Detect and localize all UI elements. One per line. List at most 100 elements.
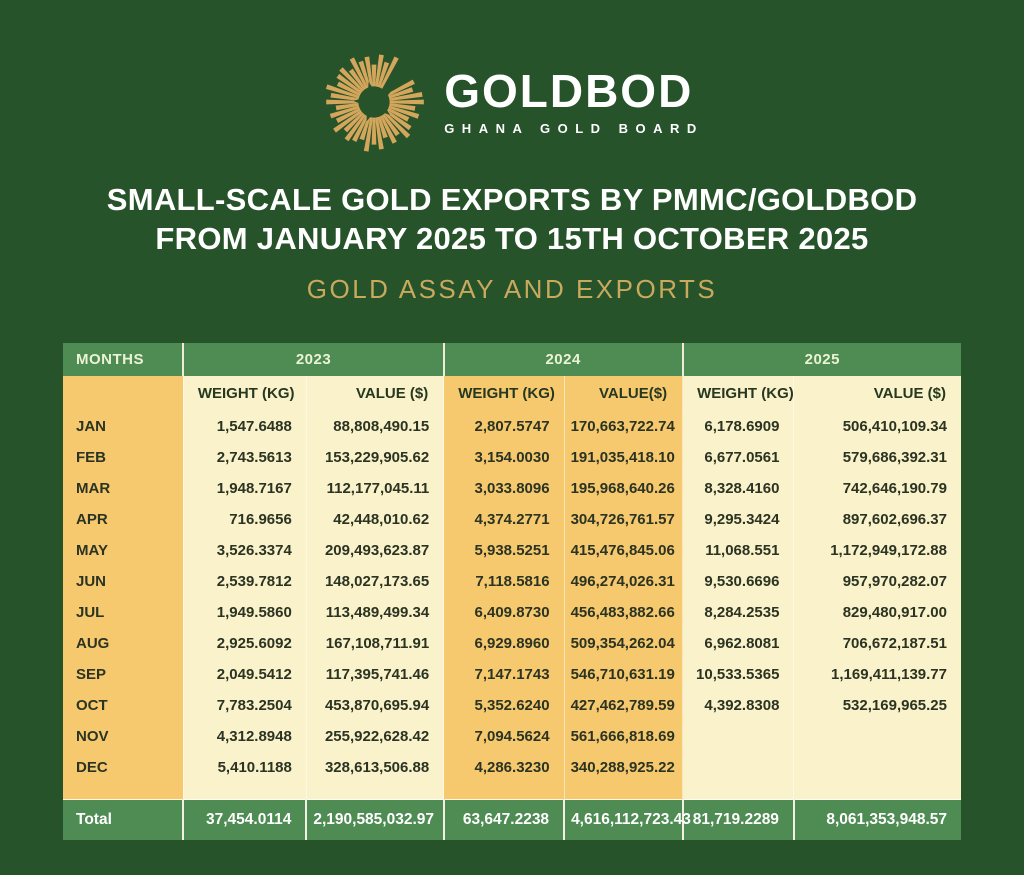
value-cell-2023: 453,870,695.94: [305, 690, 444, 721]
table-row: FEB 2,743.5613 153,229,905.62 3,154.0030 191…: [63, 442, 961, 473]
starburst-ray: [344, 113, 367, 142]
weight-cell-2024: 7,118.5816: [443, 566, 565, 597]
starburst-ray: [349, 57, 369, 89]
total-label: Total: [63, 799, 184, 840]
weight-header-2024: WEIGHT (KG): [443, 376, 565, 411]
starburst-ray: [330, 92, 360, 101]
weight-cell-2025: 4,392.8308: [682, 690, 794, 721]
weight-cell-2023: 1,547.6488: [182, 411, 307, 442]
starburst-ray: [364, 117, 374, 152]
starburst-icon: [326, 54, 425, 152]
table-body: JAN 1,547.6488 88,808,490.15 2,807.5747 170,…: [63, 411, 961, 800]
starburst-ray: [371, 117, 377, 145]
month-cell: JUL: [63, 597, 184, 628]
value-cell-2025: [793, 752, 961, 783]
starburst-ray: [349, 68, 367, 91]
starburst-ray: [387, 79, 416, 97]
starburst-ray: [380, 56, 399, 89]
value-cell-2024: 496,274,026.31: [563, 566, 683, 597]
total-value-2025: 8,061,353,948.57: [792, 799, 961, 840]
value-cell-2025: 742,646,190.79: [793, 473, 961, 504]
starburst-ray: [377, 61, 390, 88]
month-cell: OCT: [63, 690, 184, 721]
weight-cell-2023: 5,410.1188: [182, 752, 307, 783]
weight-cell-2023: 2,743.5613: [182, 442, 307, 473]
weight-cell-2023: 2,925.6092: [182, 628, 307, 659]
value-cell-2024: 509,354,262.04: [563, 628, 683, 659]
starburst-ray: [384, 112, 411, 139]
starburst-ray: [375, 54, 385, 87]
value-cell-2023: 153,229,905.62: [305, 442, 444, 473]
starburst-ray: [371, 64, 377, 87]
weight-cell-2024: 4,374.2771: [443, 504, 565, 535]
weight-cell-2024: 3,033.8096: [443, 473, 565, 504]
table-row: DEC 5,410.1188 328,613,506.88 4,286.3230 340…: [63, 752, 961, 783]
value-header-2025: VALUE ($): [793, 376, 961, 411]
months-header: MONTHS: [63, 343, 184, 376]
starburst-ray: [388, 105, 420, 119]
starburst-ray: [326, 99, 359, 105]
month-cell: MAY: [63, 535, 184, 566]
year-header-2024: 2024: [442, 343, 683, 376]
year-header-2025: 2025: [681, 343, 961, 376]
spacer-cell: [563, 783, 683, 800]
spacer-cell: [182, 783, 307, 800]
starburst-ray: [358, 60, 371, 88]
value-cell-2025: 506,410,109.34: [793, 411, 961, 442]
weight-cell-2024: 7,147.1743: [443, 659, 565, 690]
weight-header-2023: WEIGHT (KG): [182, 376, 307, 411]
value-cell-2024: 427,462,789.59: [563, 690, 683, 721]
weight-cell-2025: [682, 721, 794, 752]
title-line-2: FROM JANUARY 2025 TO 15TH OCTOBER 2025: [155, 221, 869, 256]
logo-wordmark: GOLDBOD: [444, 65, 694, 117]
table-row: JAN 1,547.6488 88,808,490.15 2,807.5747 170,…: [63, 411, 961, 442]
weight-cell-2024: 6,409.8730: [443, 597, 565, 628]
value-cell-2023: 113,489,499.34: [305, 597, 444, 628]
starburst-ray: [389, 103, 416, 111]
table-row: JUL 1,949.5860 113,489,499.34 6,409.8730 456…: [63, 597, 961, 628]
value-cell-2023: 328,613,506.88: [305, 752, 444, 783]
starburst-ray: [389, 99, 425, 105]
starburst-ray: [329, 105, 360, 119]
table-row: AUG 2,925.6092 167,108,711.91 6,929.8960 509…: [63, 628, 961, 659]
starburst-ray: [387, 107, 410, 122]
starburst-ray: [352, 115, 369, 142]
value-cell-2023: 88,808,490.15: [305, 411, 444, 442]
star-icon: [353, 81, 392, 122]
table-row: MAR 1,948.7167 112,177,045.11 3,033.8096 195…: [63, 473, 961, 504]
value-cell-2023: 148,027,173.65: [305, 566, 444, 597]
value-cell-2025: [793, 721, 961, 752]
table-row: MAY 3,526.3374 209,493,623.87 5,938.5251 415…: [63, 535, 961, 566]
value-cell-2023: 255,922,628.42: [305, 721, 444, 752]
weight-cell-2025: 6,178.6909: [682, 411, 794, 442]
value-cell-2024: 456,483,882.66: [563, 597, 683, 628]
weight-header-2025: WEIGHT (KG): [682, 376, 794, 411]
value-cell-2024: 561,666,818.69: [563, 721, 683, 752]
weight-cell-2025: 6,677.0561: [682, 442, 794, 473]
weight-cell-2024: 5,938.5251: [443, 535, 565, 566]
weight-cell-2024: 3,154.0030: [443, 442, 565, 473]
starburst-ray: [343, 112, 365, 133]
month-cell: JUN: [63, 566, 184, 597]
month-cell: SEP: [63, 659, 184, 690]
title-line-1: SMALL-SCALE GOLD EXPORTS BY PMMC/GOLDBOD: [106, 182, 918, 217]
spacer-cell: [682, 783, 794, 800]
weight-cell-2023: 2,539.7812: [182, 566, 307, 597]
weight-cell-2025: 9,530.6696: [682, 566, 794, 597]
value-cell-2024: 415,476,845.06: [563, 535, 683, 566]
month-cell: FEB: [63, 442, 184, 473]
spacer-cell: [305, 783, 444, 800]
month-cell: APR: [63, 504, 184, 535]
table-row: SEP 2,049.5412 117,395,741.46 7,147.1743 546…: [63, 659, 961, 690]
year-header-2023: 2023: [182, 343, 444, 376]
value-cell-2024: 170,663,722.74: [563, 411, 683, 442]
value-cell-2023: 42,448,010.62: [305, 504, 444, 535]
month-cell: DEC: [63, 752, 184, 783]
starburst-ray: [337, 81, 361, 97]
weight-cell-2023: 4,312.8948: [182, 721, 307, 752]
spacer-cell: [793, 783, 961, 800]
starburst-ray: [386, 110, 412, 131]
value-header-2024: VALUE($): [563, 376, 683, 411]
value-cell-2023: 112,177,045.11: [305, 473, 444, 504]
weight-cell-2025: 8,284.2535: [682, 597, 794, 628]
